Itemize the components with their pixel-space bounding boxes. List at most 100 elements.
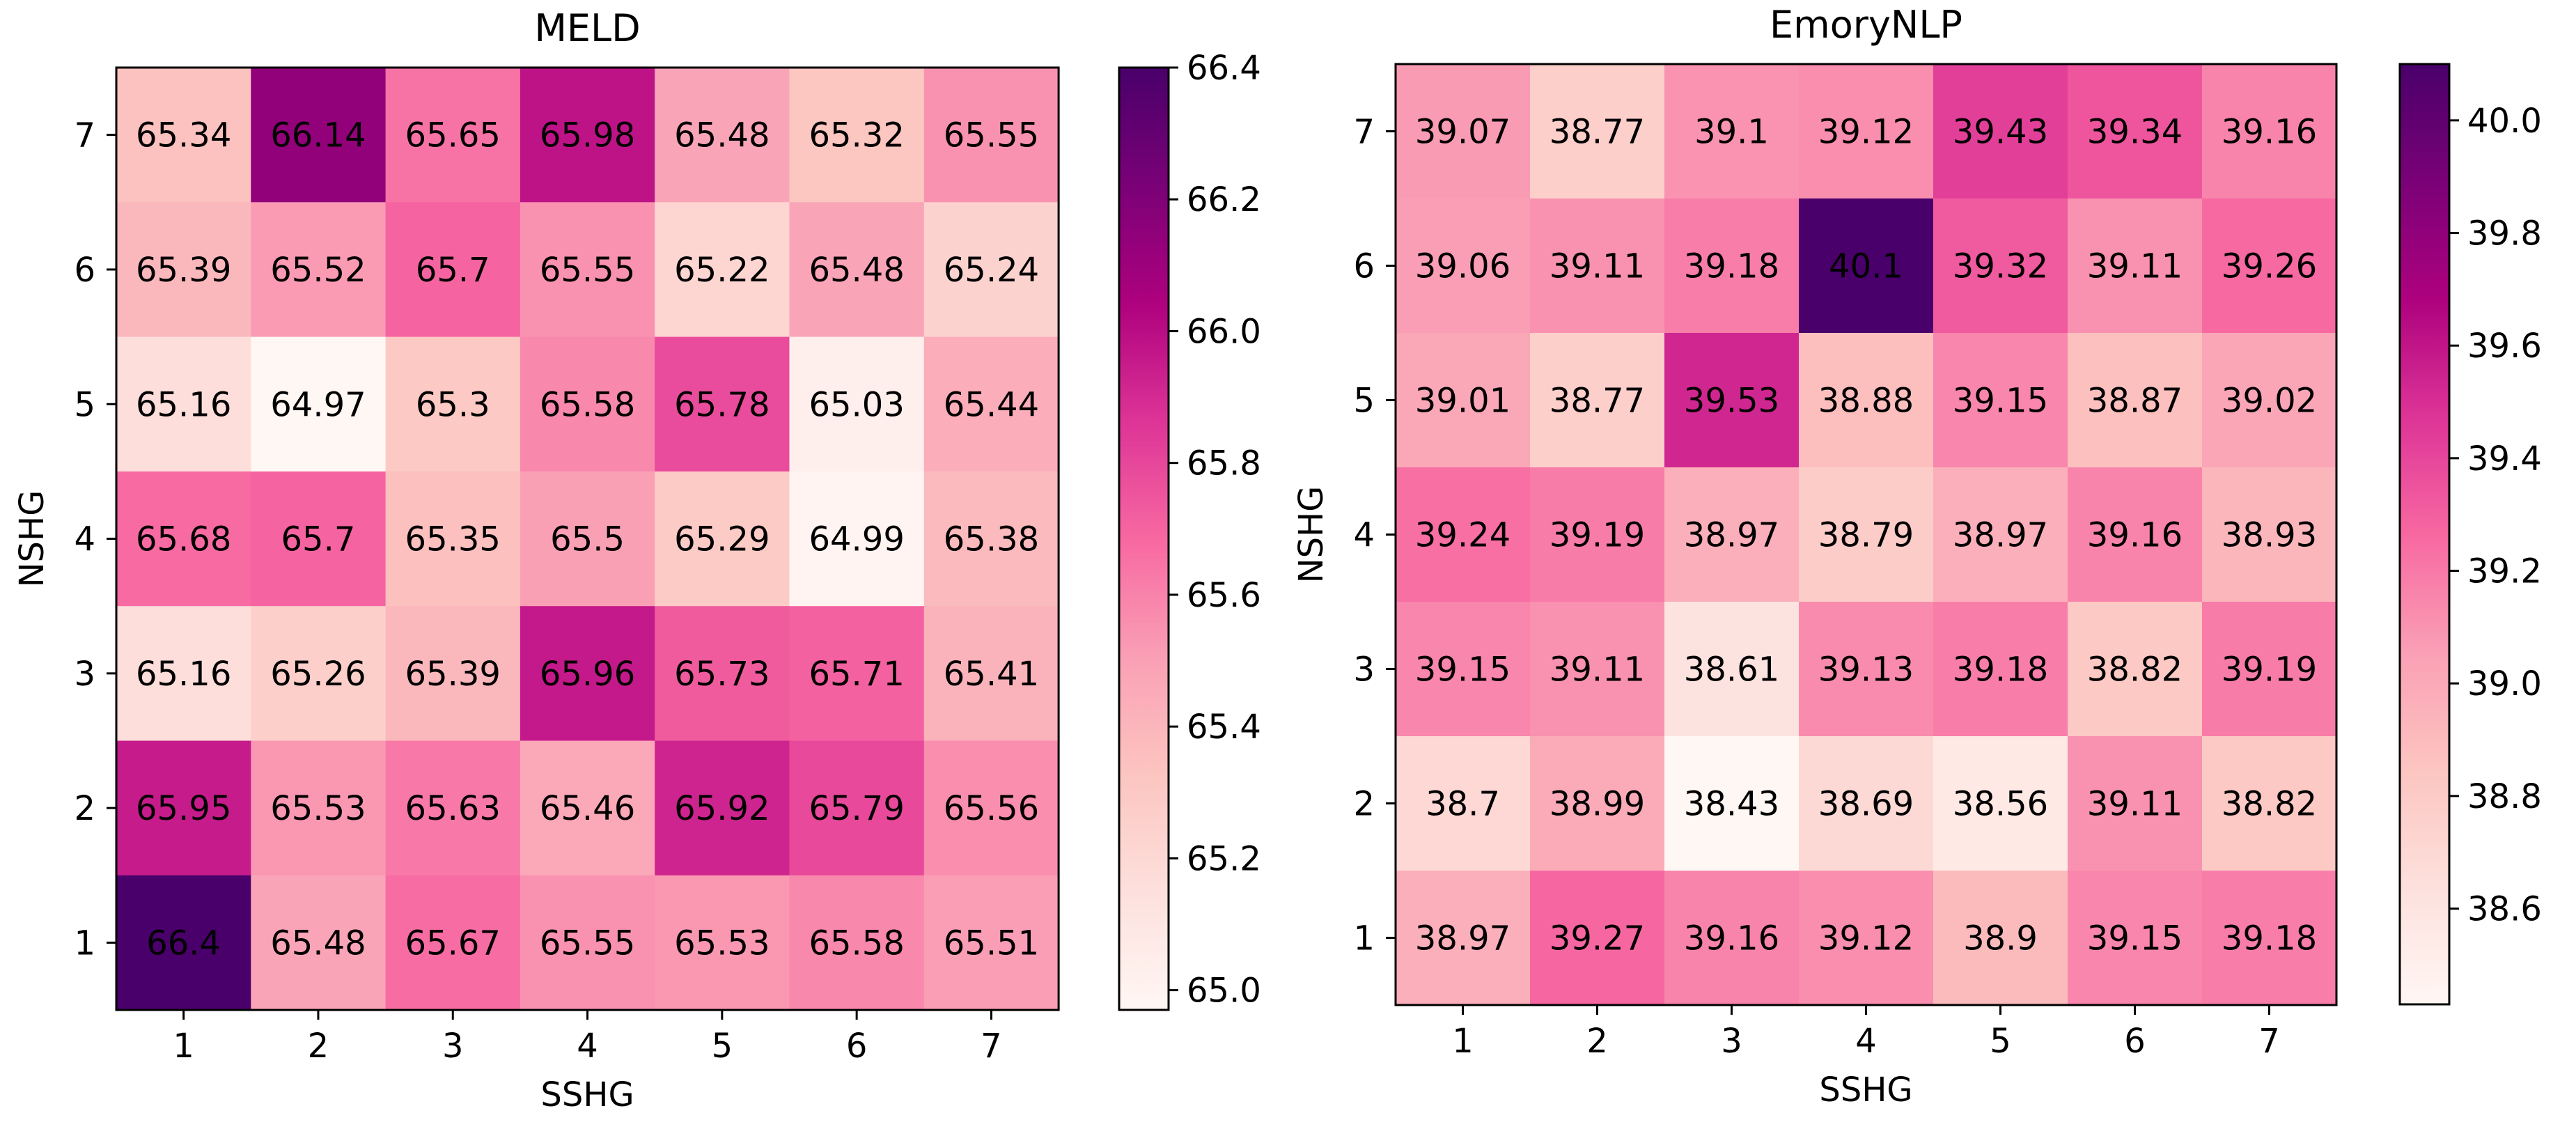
cell-value-label: 65.95 [136,789,231,828]
cell-value-label: 65.78 [674,385,770,424]
x-tick-label: 7 [2258,1022,2280,1061]
cell-value-label: 64.99 [809,520,904,559]
colorbar-tick-label: 65.6 [1187,576,1261,615]
heatmap-cell [251,740,387,876]
cell-value-label: 39.27 [1549,919,1645,958]
heatmap-cell [2202,333,2337,468]
heatmap-cell [1396,64,1531,199]
x-tick-label: 3 [1721,1022,1742,1061]
cell-value-label: 39.11 [2087,247,2183,286]
cell-value-label: 38.77 [1549,382,1645,421]
heatmap-cell [1799,64,1934,199]
heatmap-cell [789,336,925,472]
cell-value-label: 38.7 [1426,785,1500,824]
cell-value-label: 38.97 [1684,516,1779,555]
cell-value-label: 39.24 [1415,516,1511,555]
colorbar-tick-label: 66.2 [1187,180,1261,219]
heatmap-cell [2068,736,2203,871]
heatmap-cell [1530,871,1665,1006]
heatmap-cell [1799,871,1934,1006]
y-tick-label: 1 [74,924,95,963]
heatmap-cell [923,202,1059,338]
cell-value-label: 39.16 [1684,919,1779,958]
cell-value-label: 65.71 [809,655,904,694]
heatmap-cell [1396,871,1531,1006]
heatmap-cell [116,202,251,338]
x-axis-label: SSHG [1819,1070,1912,1109]
colorbar [1118,66,1170,1011]
cell-value-label: 64.97 [270,385,366,424]
cell-value-label: 65.58 [809,924,904,963]
cell-value-label: 65.39 [405,655,501,694]
heatmap-cell [251,68,387,203]
cell-value-label: 65.73 [674,655,770,694]
cell-value-label: 39.18 [1684,247,1779,286]
cell-value-label: 39.15 [2087,919,2183,958]
heatmap-cell [385,336,521,472]
cell-value-label: 65.16 [136,385,231,424]
cell-value-label: 65.67 [405,924,501,963]
cell-value-label: 65.38 [944,520,1039,559]
cell-value-label: 65.39 [136,251,231,290]
cell-value-label: 39.26 [2222,247,2317,286]
y-tick-label: 3 [74,655,95,694]
colorbar-tick-label: 66.0 [1187,312,1261,351]
heatmap-cell [251,606,387,742]
cell-value-label: 39.11 [1549,651,1645,690]
heatmap-cell [251,202,387,338]
heatmap-cell [1933,871,2068,1006]
heatmap-cell [116,740,251,876]
heatmap-cell [789,740,925,876]
heatmap-cell [923,68,1059,203]
heatmap-cell [1799,467,1934,602]
y-tick-label: 2 [1353,785,1375,824]
colorbar-tick-label: 38.8 [2467,777,2542,816]
colorbar-tick-label: 65.8 [1187,444,1261,483]
x-tick-label: 2 [1586,1022,1608,1061]
cell-value-label: 65.46 [540,789,635,828]
heatmap-cell [923,875,1059,1011]
cell-value-label: 65.34 [136,116,231,155]
cell-value-label: 65.41 [944,655,1039,694]
heatmap-cell [1530,467,1665,602]
heatmap-cell [923,471,1059,607]
heatmap-cell [251,875,387,1011]
cell-value-label: 39.43 [1953,113,2048,152]
colorbar [2398,63,2451,1006]
x-tick-label: 3 [442,1027,464,1066]
colorbar-tick-label: 65.4 [1187,708,1261,747]
cell-value-label: 65.53 [270,789,366,828]
heatmap-cell [1530,333,1665,468]
chart-title: EmoryNLP [1770,3,1962,47]
y-axis-label: NSHG [13,490,52,588]
heatmap-cell [923,740,1059,876]
heatmap-cell [1664,467,1800,602]
x-tick-label: 5 [1990,1022,2011,1061]
heatmap-cell [2068,871,2203,1006]
cell-value-label: 39.53 [1684,382,1779,421]
cell-value-label: 65.48 [270,924,366,963]
heatmap-cell [655,875,790,1011]
heatmap-cell [789,68,925,203]
heatmap-cell [1933,736,2068,871]
heatmap-cell [1933,467,2068,602]
x-tick-label: 2 [308,1027,329,1066]
heatmap-cell [385,471,521,607]
cell-value-label: 39.15 [1415,651,1511,690]
cell-value-label: 65.35 [405,520,501,559]
cell-value-label: 38.56 [1953,785,2048,824]
y-tick-label: 7 [74,116,95,155]
cell-value-label: 65.58 [540,385,635,424]
heatmap-cell [520,875,655,1011]
heatmap-cell [2068,602,2203,737]
x-tick-label: 7 [981,1027,1002,1066]
heatmap-cell [116,68,251,203]
cell-value-label: 65.79 [809,789,904,828]
cell-value-label: 39.12 [1818,919,1914,958]
heatmap-cell [520,740,655,876]
cell-value-label: 39.15 [1953,382,2048,421]
colorbar-tick-label: 39.0 [2467,664,2542,703]
cell-value-label: 38.82 [2222,785,2317,824]
x-tick-label: 6 [2124,1022,2146,1061]
